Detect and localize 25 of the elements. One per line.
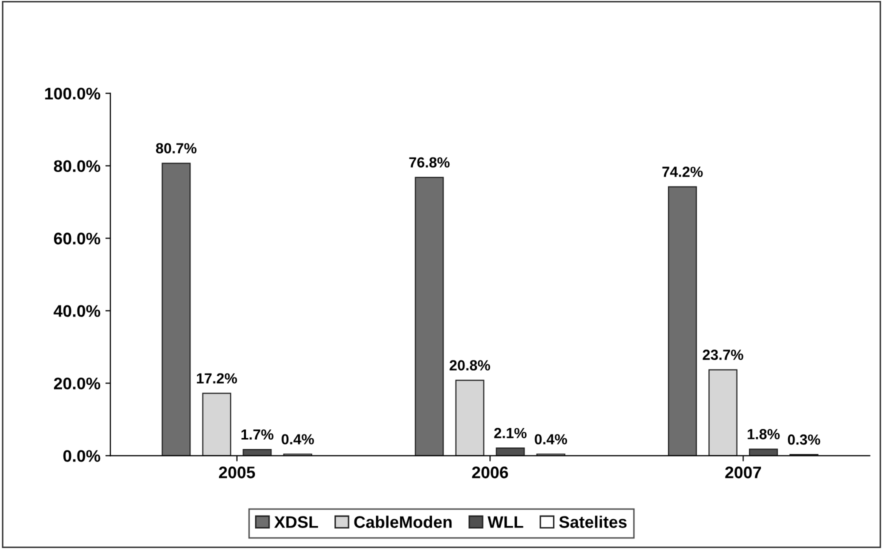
data-label: 17.2%	[196, 373, 237, 384]
legend-label: CableModen	[354, 516, 452, 528]
y-tick-label: 100.0%	[45, 88, 100, 100]
y-tick-label: 20.0%	[54, 378, 100, 390]
data-label: 1.7%	[241, 429, 274, 440]
data-label: 80.7%	[156, 143, 196, 154]
data-label: 23.7%	[702, 350, 744, 360]
y-tick-label: 80.0%	[54, 160, 100, 172]
x-tick-label: 2006	[472, 466, 508, 478]
data-label: 20.8%	[450, 360, 490, 370]
data-label: 74.2%	[662, 166, 703, 177]
data-label: 1.8%	[748, 428, 780, 440]
y-tick-label: 0.0%	[63, 450, 100, 462]
legend-label: Satelites	[559, 516, 627, 528]
data-label: 0.4%	[282, 434, 314, 444]
data-label: 0.3%	[788, 434, 820, 445]
y-tick-label: 60.0%	[54, 232, 100, 244]
data-label: 0.4%	[534, 434, 568, 444]
y-tick-label: 40.0%	[54, 305, 100, 317]
legend-label: WLL	[488, 516, 524, 528]
x-tick-label: 2005	[218, 466, 256, 478]
data-label: 76.8%	[409, 157, 450, 168]
x-tick-label: 2007	[725, 466, 761, 478]
legend-label: XDSL	[274, 516, 318, 528]
data-label: 2.1%	[494, 428, 527, 438]
